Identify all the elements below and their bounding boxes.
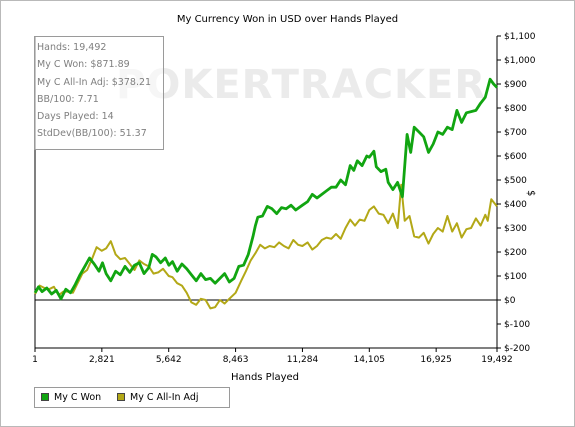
- stats-box: Hands: 19,492 My C Won: $871.89 My C All…: [34, 36, 164, 150]
- legend-item-my-c-all-in-adj[interactable]: My C All-In Adj: [117, 392, 199, 403]
- legend-label-my-c-all-in-adj: My C All-In Adj: [130, 392, 199, 403]
- x-tick-label: 19,492: [481, 355, 513, 365]
- y-tick-label: $700: [504, 128, 527, 138]
- stat-my-c-won: My C Won: $871.89: [37, 59, 130, 71]
- stat-days-played: Days Played: 14: [37, 111, 114, 123]
- pokertracker-watermark: POKERTRACKER: [116, 62, 487, 108]
- y-tick-label: $800: [504, 104, 527, 114]
- stat-my-c-all-in-adj: My C All-In Adj: $378.21: [37, 76, 152, 88]
- y-tick-label: $-100: [504, 320, 530, 330]
- y-axis-label: $: [525, 190, 536, 197]
- legend-item-my-c-won[interactable]: My C Won: [41, 392, 102, 403]
- legend-swatch-my-c-won: [41, 392, 49, 401]
- x-tick-label: 2,821: [89, 355, 115, 365]
- y-tick-label: $1,100: [504, 32, 536, 42]
- y-tick-label: $200: [504, 248, 527, 258]
- y-tick-label: $400: [504, 200, 527, 210]
- chart-legend: My C Won My C All-In Adj: [34, 387, 230, 408]
- y-tick-label: $900: [504, 80, 527, 90]
- stat-hands: Hands: 19,492: [37, 42, 107, 53]
- y-tick-label: $1,000: [504, 56, 536, 66]
- x-tick-label: 16,925: [420, 355, 452, 365]
- y-tick-label: $600: [504, 152, 527, 162]
- legend-swatch-my-c-all-in-adj: [117, 392, 125, 401]
- x-tick-label: 1: [32, 355, 38, 365]
- y-tick-label: $-200: [504, 344, 530, 354]
- y-tick-label: $500: [504, 176, 527, 186]
- legend-label-my-c-won: My C Won: [54, 392, 102, 403]
- y-tick-label: $300: [504, 224, 527, 234]
- x-tick-label: 11,284: [287, 355, 319, 365]
- x-tick-label: 8,463: [223, 355, 249, 365]
- y-tick-label: $0: [504, 296, 516, 306]
- x-tick-label: 5,642: [156, 355, 182, 365]
- chart-title: My Currency Won in USD over Hands Played: [176, 14, 399, 25]
- x-axis-label: Hands Played: [230, 372, 300, 383]
- series-line-my-c-all-in-adj: [34, 183, 498, 310]
- x-tick-label: 14,105: [354, 355, 386, 365]
- stat-bb-100: BB/100: 7.71: [37, 93, 99, 105]
- series-line-my-c-won: [33, 77, 499, 301]
- y-tick-label: $100: [504, 272, 527, 282]
- stat-stddev: StdDev(BB/100): 51.37: [37, 128, 147, 140]
